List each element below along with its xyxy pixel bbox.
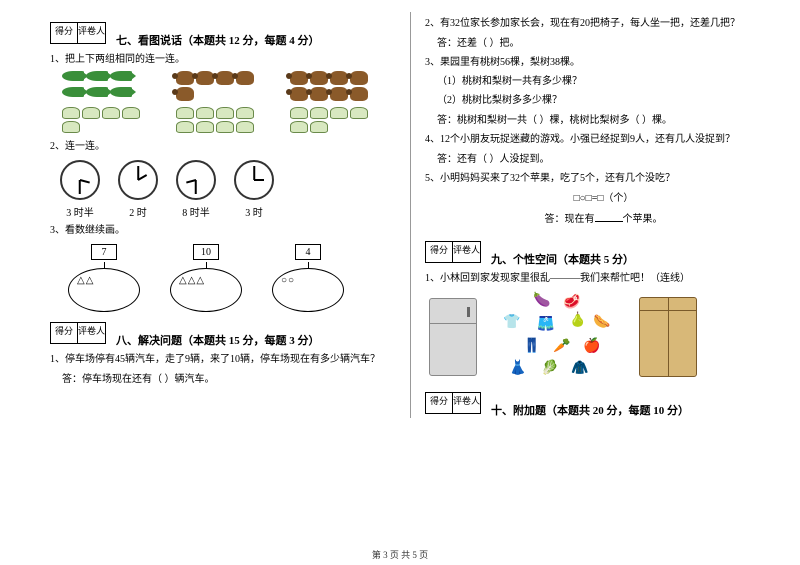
- sec8-q2: 2、有32位家长参加家长会，现在有20把椅子，每人坐一把，还差几把？: [425, 16, 770, 31]
- grader-cell: 评卷人: [453, 241, 481, 263]
- meat-icon: 🥩: [563, 294, 580, 311]
- animal-row-top: [62, 71, 396, 101]
- sec9-illustration: 🍆 🥩 👕 🩳 🍐 🌭 👖 🥕 🍎 👗 🥬 🧥: [425, 292, 770, 382]
- section-7-header: 得分 评卷人 七、看图说话（本题共 12 分，每题 4 分）: [50, 12, 396, 48]
- score-box: 得分 评卷人: [425, 241, 481, 263]
- clock-3-label: 8 时半: [182, 204, 210, 219]
- frog-group-3: [290, 107, 370, 133]
- fridge-icon: [429, 298, 477, 376]
- section-10-title: 十、附加题（本题共 20 分，每题 10 分）: [491, 402, 689, 418]
- sec8-a4: 答：还有（ ）人没捉到。: [437, 150, 770, 165]
- score-cell: 得分: [425, 241, 453, 263]
- oval-2-num: 10: [193, 244, 219, 260]
- clock-2-label: 2 时: [129, 204, 147, 219]
- grader-cell: 评卷人: [78, 22, 106, 44]
- grader-cell: 评卷人: [453, 392, 481, 414]
- section-9-header: 得分 评卷人 九、个性空间（本题共 5 分）: [425, 231, 770, 267]
- carrot-icon: 🥕: [553, 338, 570, 355]
- sec8-a2: 答：还差（ ）把。: [437, 34, 770, 49]
- cabbage-icon: 🥬: [541, 360, 558, 377]
- score-box: 得分 评卷人: [50, 322, 106, 344]
- score-cell: 得分: [425, 392, 453, 414]
- sec8-q3a: （1）桃树和梨树一共有多少棵？: [425, 74, 770, 89]
- score-box: 得分 评卷人: [50, 22, 106, 44]
- sec8-q3b: （2）桃树比梨树多多少棵？: [425, 93, 770, 108]
- scattered-items: 🍆 🥩 👕 🩳 🍐 🌭 👖 🥕 🍎 👗 🥬 🧥: [493, 292, 623, 382]
- frog-group-1: [62, 107, 142, 133]
- oval-1: 7 △△: [68, 244, 140, 312]
- pants-icon: 👖: [523, 338, 540, 355]
- sec7-q1: 1、把上下两组相同的连一连。: [50, 52, 396, 67]
- wardrobe-icon: [639, 297, 697, 377]
- sec8-q5: 5、小明妈妈买来了32个苹果，吃了5个，还有几个没吃？: [425, 171, 770, 186]
- eggplant-icon: 🍆: [533, 292, 550, 309]
- clocks-row: 3 时半 2 时 8 时半 3 时: [60, 160, 396, 219]
- clock-3: 8 时半: [176, 160, 216, 219]
- section-8-header: 得分 评卷人 八、解决问题（本题共 15 分，每题 3 分）: [50, 312, 396, 348]
- sec8-q1: 1、停车场停有45辆汽车，走了9辆，来了10辆，停车场现在有多少辆汽车？: [50, 352, 396, 367]
- sec8-a1: 答：停车场现在还有（ ）辆汽车。: [62, 370, 396, 385]
- frog-row-bottom: [62, 107, 396, 133]
- sec8-q4: 4、12个小朋友玩捉迷藏的游戏。小强已经捉到9人，还有几人没捉到？: [425, 132, 770, 147]
- sec8-a5-prefix: 答：现在有: [545, 214, 595, 225]
- oval-1-num: 7: [91, 244, 117, 260]
- oval-1-shape: △△: [68, 268, 140, 312]
- score-box: 得分 评卷人: [425, 392, 481, 414]
- duck-large-group: [290, 71, 370, 101]
- oval-3-shape: ○○: [272, 268, 344, 312]
- oval-3: 4 ○○: [272, 244, 344, 312]
- coat-icon: 🧥: [571, 360, 588, 377]
- sec8-q3: 3、果园里有桃树56棵，梨树38棵。: [425, 55, 770, 70]
- fish-group: [62, 71, 142, 101]
- sec8-a5: 答：现在有 个苹果。: [437, 210, 770, 225]
- page: 得分 评卷人 七、看图说话（本题共 12 分，每题 4 分） 1、把上下两组相同…: [0, 0, 800, 418]
- sec8-a5-suffix: 个苹果。: [623, 214, 663, 225]
- duck-small-group: [176, 71, 256, 101]
- shirt-icon: 👕: [503, 314, 520, 331]
- sec8-a3: 答：桃树和梨树一共（ ）棵，桃树比梨树多（ ）棵。: [437, 111, 770, 126]
- sec7-q2: 2、连一连。: [50, 139, 396, 154]
- sec9-q1: 1、小林回到家发现家里很乱———我们来帮忙吧！（连线）: [425, 271, 770, 286]
- shorts-icon: 🩳: [537, 316, 554, 333]
- clock-4-label: 3 时: [245, 204, 263, 219]
- dress-icon: 👗: [509, 360, 526, 377]
- clock-4: 3 时: [234, 160, 274, 219]
- apple-icon: 🍎: [583, 338, 600, 355]
- oval-2-shape: △△△: [170, 268, 242, 312]
- sausage-icon: 🌭: [593, 314, 610, 331]
- oval-3-num: 4: [295, 244, 321, 260]
- grader-cell: 评卷人: [78, 322, 106, 344]
- section-10-header: 得分 评卷人 十、附加题（本题共 20 分，每题 10 分）: [425, 382, 770, 418]
- frog-group-2: [176, 107, 256, 133]
- oval-2: 10 △△△: [170, 244, 242, 312]
- blank: [595, 212, 623, 222]
- sec8-q5-equation: □○□=□（个）: [437, 189, 770, 204]
- section-9-title: 九、个性空间（本题共 5 分）: [491, 251, 634, 267]
- score-cell: 得分: [50, 22, 78, 44]
- clock-1: 3 时半: [60, 160, 100, 219]
- section-7-title: 七、看图说话（本题共 12 分，每题 4 分）: [116, 32, 320, 48]
- clock-2: 2 时: [118, 160, 158, 219]
- left-column: 得分 评卷人 七、看图说话（本题共 12 分，每题 4 分） 1、把上下两组相同…: [50, 12, 410, 418]
- clock-1-label: 3 时半: [66, 204, 94, 219]
- right-column: 2、有32位家长参加家长会，现在有20把椅子，每人坐一把，还差几把？ 答：还差（…: [410, 12, 770, 418]
- sec7-q3: 3、看数继续画。: [50, 223, 396, 238]
- pear-icon: 🍐: [569, 312, 586, 329]
- section-8-title: 八、解决问题（本题共 15 分，每题 3 分）: [116, 332, 320, 348]
- score-cell: 得分: [50, 322, 78, 344]
- page-footer: 第 3 页 共 5 页: [0, 548, 800, 561]
- ovals-row: 7 △△ 10 △△△ 4 ○○: [68, 244, 396, 312]
